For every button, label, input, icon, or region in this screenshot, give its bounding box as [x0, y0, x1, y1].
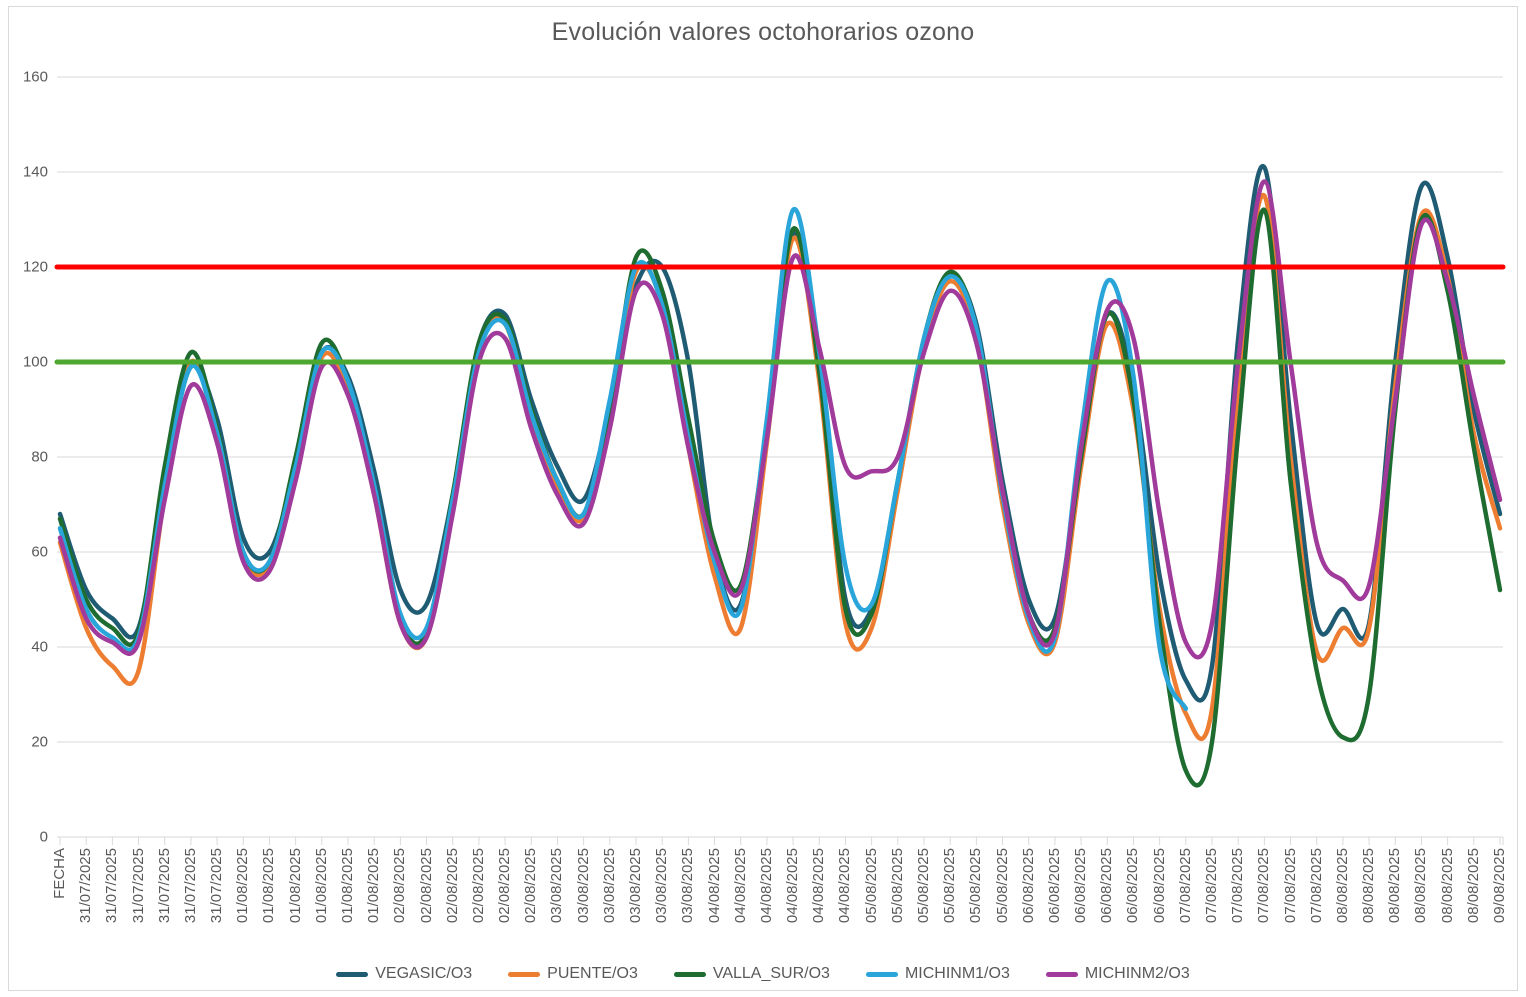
x-tick-label: 07/08/2025: [1229, 848, 1247, 924]
legend-label: VEGASIC/O3: [375, 965, 473, 982]
x-tick-label: 01/08/2025: [286, 848, 304, 924]
legend-item-vegasic: VEGASIC/O3: [336, 965, 472, 983]
x-tick-label: 02/08/2025: [391, 848, 409, 924]
x-tick-label: 03/08/2025: [548, 848, 566, 924]
x-tick-label: 04/08/2025: [731, 848, 749, 924]
x-tick-label: 09/08/2025: [1491, 848, 1508, 924]
chart-border: [8, 6, 1518, 991]
x-tick-label: 02/08/2025: [496, 848, 514, 924]
x-tick-label: 31/07/2025: [208, 848, 226, 924]
x-tick-label: 08/08/2025: [1438, 848, 1456, 924]
x-tick-label: 04/08/2025: [836, 848, 854, 924]
x-tick-label: 05/08/2025: [888, 848, 906, 924]
legend-item-michinm2: MICHINM2/O3: [1045, 965, 1190, 983]
series-line-michinm1-o3: [57, 206, 1189, 712]
x-tick-label: FECHA: [51, 848, 68, 899]
x-tick-label: 02/08/2025: [443, 848, 461, 924]
legend-label: VALLA_SUR/O3: [712, 965, 830, 982]
legend-label: MICHINM2/O3: [1084, 965, 1190, 982]
x-tick-label: 06/08/2025: [1150, 848, 1168, 924]
x-tick-label: 03/08/2025: [627, 848, 644, 924]
legend-item-michinm1: MICHINM1/O3: [865, 965, 1010, 983]
x-tick-label: 05/08/2025: [967, 848, 985, 924]
x-tick-label: 02/08/2025: [522, 848, 540, 924]
x-tick-label: 04/08/2025: [784, 848, 802, 924]
x-tick-label: 06/08/2025: [1124, 848, 1142, 924]
michinm2-line-swatch: [1045, 971, 1078, 977]
x-tick-label: 02/08/2025: [417, 848, 435, 924]
y-tick-label: 40: [31, 638, 48, 656]
x-tick-label: 03/08/2025: [600, 848, 618, 924]
legend: VEGASIC/O3 PUENTE/O3 VALLA_SUR/O3 MICHIN…: [0, 965, 1526, 983]
x-tick-label: 31/07/2025: [129, 848, 147, 924]
x-tick-label: 06/08/2025: [1019, 848, 1037, 924]
x-tick-label: 08/08/2025: [1386, 848, 1404, 924]
legend-item-valla-sur: VALLA_SUR/O3: [673, 965, 830, 983]
y-tick-label: 0: [39, 828, 48, 846]
series-line-michinm2-o3: [57, 179, 1503, 660]
x-tick-label: 01/08/2025: [312, 848, 330, 924]
x-tick-label: 01/08/2025: [365, 848, 383, 924]
x-tick-label: 02/08/2025: [469, 848, 487, 924]
x-tick-label: 05/08/2025: [993, 848, 1011, 924]
x-tick-label: 07/08/2025: [1281, 848, 1299, 924]
x-tick-label: 01/08/2025: [339, 848, 356, 924]
michinm1-line-swatch: [865, 971, 898, 977]
x-tick-label: 07/08/2025: [1307, 848, 1325, 924]
y-tick-label: 80: [31, 448, 48, 466]
y-tick-label: 120: [22, 258, 48, 276]
x-tick-label: 31/07/2025: [77, 848, 95, 924]
y-tick-label: 20: [31, 733, 48, 751]
x-tick-label: 04/08/2025: [810, 848, 828, 924]
puente-line-swatch: [508, 971, 541, 977]
x-tick-label: 07/08/2025: [1203, 848, 1220, 924]
valla-sur-line-swatch: [673, 971, 706, 977]
x-tick-label: 07/08/2025: [1255, 848, 1273, 924]
x-tick-label: 06/08/2025: [1045, 848, 1063, 924]
x-tick-label: 05/08/2025: [941, 848, 959, 924]
x-tick-label: 04/08/2025: [705, 848, 723, 924]
y-tick-label: 60: [31, 543, 48, 561]
x-tick-label: 01/08/2025: [234, 848, 252, 924]
legend-item-puente: PUENTE/O3: [508, 965, 638, 983]
legend-label: PUENTE/O3: [547, 965, 638, 982]
legend-label: MICHINM1/O3: [904, 965, 1010, 982]
x-tick-label: 08/08/2025: [1360, 848, 1378, 924]
x-tick-label: 03/08/2025: [653, 848, 671, 924]
x-tick-label: 03/08/2025: [574, 848, 592, 924]
x-tick-label: 06/08/2025: [1072, 848, 1090, 924]
x-tick-label: 05/08/2025: [915, 848, 932, 924]
series-line-valla-sur-o3: [57, 207, 1503, 788]
x-tick-label: 01/08/2025: [260, 848, 278, 924]
x-tick-label: 08/08/2025: [1412, 848, 1430, 924]
y-tick-label: 160: [22, 68, 48, 86]
y-tick-label: 100: [22, 353, 48, 371]
x-tick-label: 31/07/2025: [103, 848, 121, 924]
vegasic-line-swatch: [336, 971, 369, 977]
x-tick-label: 05/08/2025: [862, 848, 880, 924]
x-tick-label: 07/08/2025: [1176, 848, 1194, 924]
x-tick-label: 06/08/2025: [1098, 848, 1116, 924]
x-tick-label: 31/07/2025: [155, 848, 173, 924]
x-tick-label: 08/08/2025: [1464, 848, 1482, 924]
y-tick-label: 140: [22, 163, 48, 181]
x-tick-label: 04/08/2025: [757, 848, 775, 924]
chart-title: Evolución valores octohorarios ozono: [551, 18, 975, 46]
x-tick-label: 31/07/2025: [181, 848, 199, 924]
x-tick-label: 03/08/2025: [679, 848, 697, 924]
x-tick-label: 08/08/2025: [1333, 848, 1351, 924]
